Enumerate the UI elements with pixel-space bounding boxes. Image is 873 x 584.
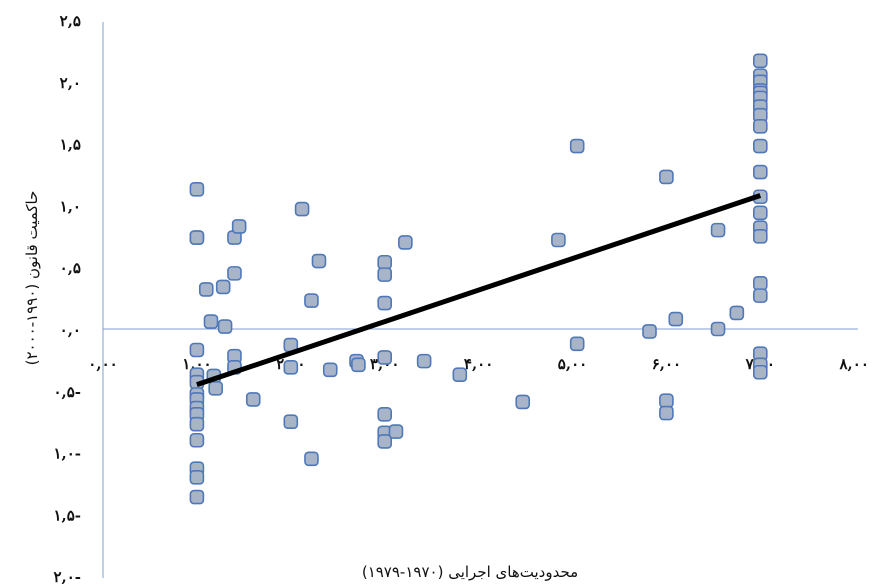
data-point: [752, 164, 768, 180]
y-axis-title: حاکمیت قانون (۱۹۹۰-۲۰۰۰): [23, 191, 41, 366]
data-point: [752, 275, 768, 291]
data-point: [377, 434, 393, 449]
data-point: [189, 470, 205, 485]
data-point: [231, 219, 247, 234]
data-point: [752, 205, 768, 221]
y-tick-labels: ۲,۵ ۲,۰ ۱,۵ ۱,۰ ۰,۵ ۰,۰ ۰,۵- ۱,۰- ۱,۵- ۲,۰-: [53, 12, 81, 584]
data-point: [642, 324, 657, 339]
data-point: [377, 267, 393, 282]
data-point: [189, 230, 205, 245]
data-point: [659, 169, 674, 185]
x-tick-labels: ۰,۰۰۱,۰۰۲,۰۰۳,۰۰۴,۰۰۵,۰۰۶,۰۰۷,۰۰۸,۰۰: [88, 355, 869, 373]
data-point: [659, 405, 674, 421]
data-point: [189, 182, 205, 197]
data-point: [189, 416, 205, 432]
data-point: [710, 222, 726, 238]
y-tick-label: ۰,۵-: [53, 383, 81, 401]
data-point: [752, 53, 768, 69]
data-point: [203, 314, 219, 329]
data-point: [752, 364, 768, 380]
data-point: [377, 406, 393, 422]
y-tick-label: ۲,۰-: [53, 568, 81, 584]
data-point: [245, 392, 261, 407]
x-tick-label: ۰,۰۰: [88, 355, 117, 373]
data-point: [752, 118, 768, 134]
data-point: [208, 381, 223, 396]
data-point: [416, 353, 432, 369]
y-tick-label: ۱,۰: [60, 197, 81, 215]
data-point: [659, 393, 674, 408]
data-point: [569, 138, 585, 154]
trendline: [196, 193, 762, 387]
data-point: [752, 138, 768, 154]
y-tick-label: ۱,۵-: [53, 506, 81, 524]
y-tick-label: ۰,۵: [60, 259, 81, 277]
x-tick-label: ۵,۰۰: [558, 355, 587, 373]
data-point: [304, 451, 319, 467]
y-tick-label: ۱,۵: [60, 136, 81, 154]
data-point: [752, 229, 768, 244]
data-point: [304, 293, 319, 308]
x-tick-label: ۸,۰۰: [838, 355, 868, 373]
data-point: [710, 321, 726, 337]
data-point: [377, 254, 393, 270]
data-point: [398, 235, 413, 250]
data-point: [189, 489, 205, 505]
y-tick-label: ۱,۰-: [53, 445, 81, 463]
data-point: [198, 282, 214, 297]
x-tick-label: ۴,۰۰: [464, 355, 493, 373]
data-point: [668, 311, 684, 327]
data-point: [551, 232, 566, 248]
data-point: [189, 432, 205, 448]
x-tick-label: ۶,۰۰: [652, 355, 681, 373]
data-point: [388, 424, 404, 439]
data-point: [377, 350, 393, 365]
data-point: [283, 414, 299, 430]
data-point: [294, 201, 310, 217]
data-point: [189, 342, 205, 358]
data-point: [215, 279, 231, 295]
y-tick-label: ۲,۵: [60, 12, 81, 30]
data-point: [227, 266, 242, 281]
y-tick-label: ۰,۰: [60, 321, 81, 339]
data-point: [217, 319, 233, 334]
x-tick-label: ۱,۰۰: [182, 355, 211, 373]
data-point: [351, 357, 366, 373]
y-tick-label: ۲,۰: [60, 74, 81, 92]
data-points: [189, 53, 768, 505]
data-point: [515, 394, 531, 410]
data-point: [283, 360, 299, 375]
data-point: [377, 295, 393, 311]
x-axis-title: محدودیت‌های اجرایی (۱۹۷۰-۱۹۷۹): [362, 563, 578, 581]
data-point: [569, 336, 585, 352]
data-point: [452, 367, 468, 383]
data-point: [729, 305, 745, 321]
data-point: [311, 253, 327, 269]
data-point: [322, 362, 338, 378]
data-point: [752, 288, 768, 303]
